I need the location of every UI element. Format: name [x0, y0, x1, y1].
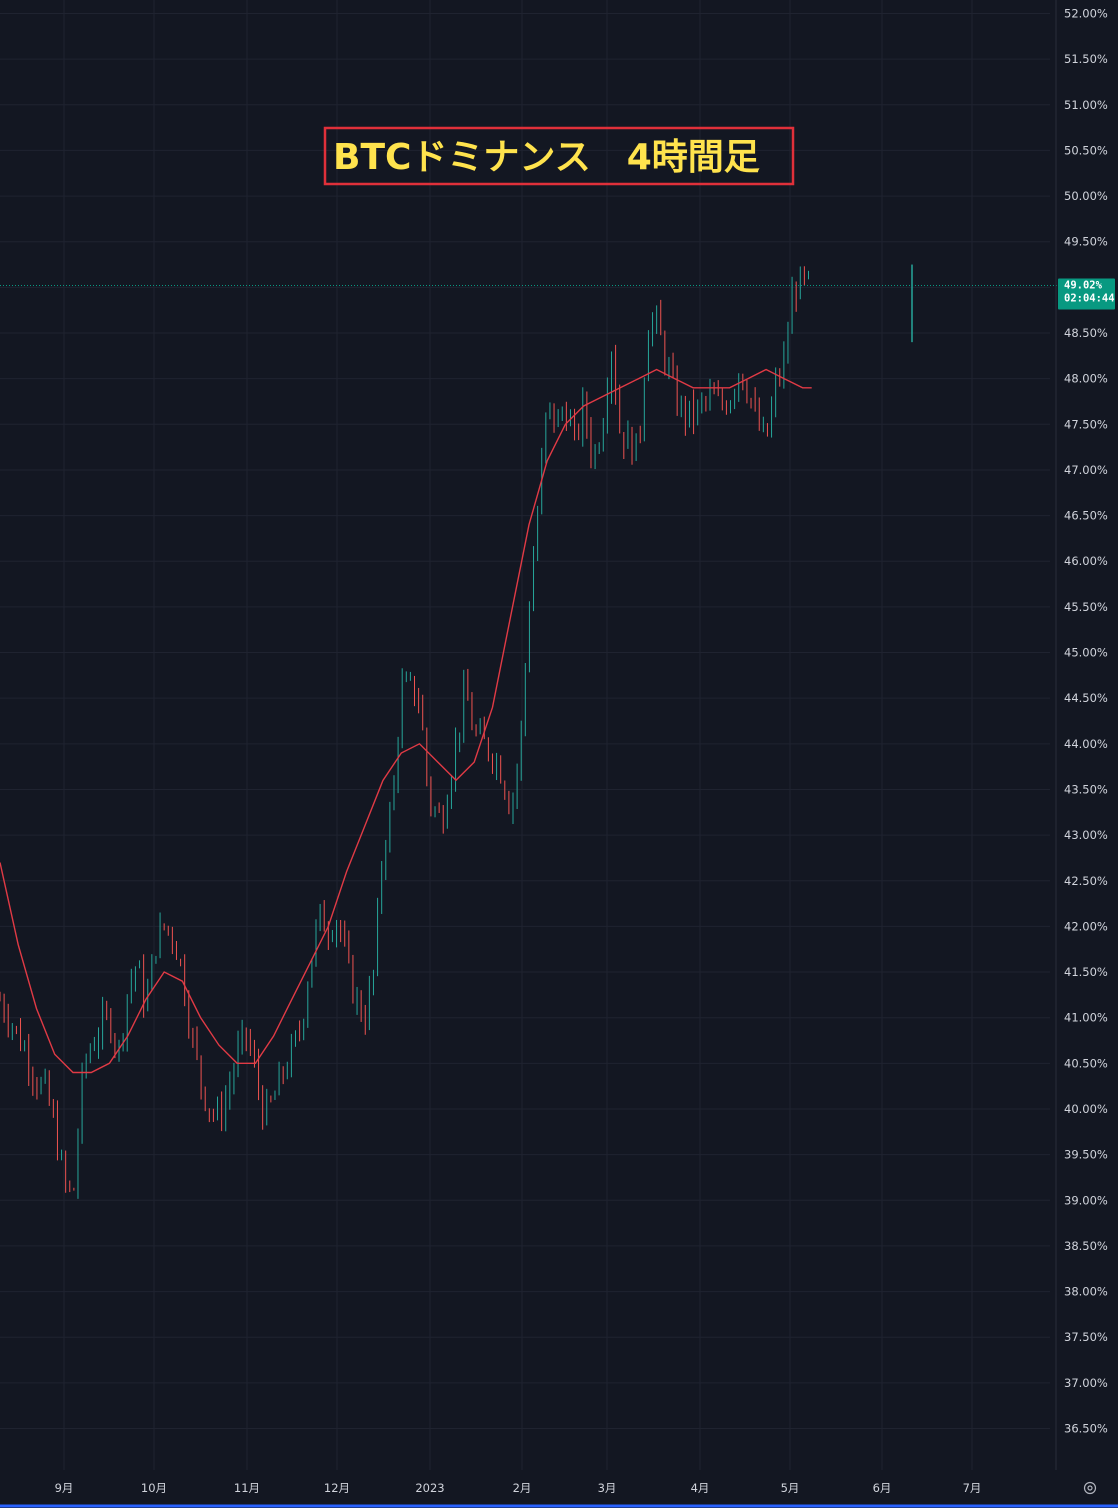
y-tick-label: 47.00%: [1064, 463, 1108, 477]
y-tick-label: 41.00%: [1064, 1011, 1108, 1025]
chart-title: BTCドミナンス 4時間足: [333, 137, 760, 178]
x-tick-label: 3月: [598, 1481, 617, 1495]
y-tick-label: 41.50%: [1064, 965, 1108, 979]
bar-countdown: 02:04:44: [1064, 293, 1115, 305]
grid-layer: [0, 0, 1050, 1470]
y-tick-label: 42.50%: [1064, 874, 1108, 888]
current-price-value: 49.02%: [1064, 280, 1103, 292]
y-tick-label: 37.00%: [1064, 1376, 1108, 1390]
y-tick-label: 44.50%: [1064, 691, 1108, 705]
x-tick-label: 6月: [873, 1481, 892, 1495]
x-tick-label: 2023: [415, 1481, 444, 1495]
y-tick-label: 42.00%: [1064, 919, 1108, 933]
y-tick-label: 43.50%: [1064, 782, 1108, 796]
x-tick-label: 9月: [55, 1481, 74, 1495]
x-tick-label: 5月: [781, 1481, 800, 1495]
moving-average-layer: [0, 368, 812, 1074]
y-tick-label: 51.00%: [1064, 98, 1108, 112]
y-tick-label: 43.00%: [1064, 828, 1108, 842]
x-tick-label: 12月: [324, 1481, 350, 1495]
y-tick-label: 50.00%: [1064, 189, 1108, 203]
current-price-tag: 49.02% 02:04:44: [1058, 278, 1115, 310]
y-tick-label: 44.00%: [1064, 737, 1108, 751]
y-tick-label: 40.50%: [1064, 1056, 1108, 1070]
y-tick-label: 39.00%: [1064, 1193, 1108, 1207]
title-box: BTCドミナンス 4時間足: [323, 126, 795, 186]
y-tick-label: 39.50%: [1064, 1148, 1108, 1162]
x-tick-label: 10月: [141, 1481, 167, 1495]
y-tick-label: 52.00%: [1064, 7, 1108, 21]
x-tick-label: 2月: [513, 1481, 532, 1495]
settings-icon[interactable]: [1083, 1481, 1097, 1495]
y-tick-label: 45.00%: [1064, 646, 1108, 660]
y-tick-label: 36.50%: [1064, 1422, 1108, 1436]
x-tick-label: 11月: [234, 1481, 260, 1495]
y-tick-label: 40.00%: [1064, 1102, 1108, 1116]
y-tick-label: 37.50%: [1064, 1330, 1108, 1344]
y-tick-label: 48.50%: [1064, 326, 1108, 340]
y-tick-label: 46.50%: [1064, 509, 1108, 523]
x-axis: 9月 10月 11月 12月 2023 2月 3月 4月 5月 6月 7月: [55, 1481, 982, 1495]
y-tick-label: 51.50%: [1064, 52, 1108, 66]
moving-average-line: [0, 368, 812, 1074]
y-tick-label: 46.00%: [1064, 554, 1108, 568]
y-tick-label: 48.00%: [1064, 372, 1108, 386]
candle-layer: [0, 264, 913, 1199]
y-tick-label: 45.50%: [1064, 600, 1108, 614]
y-tick-label: 49.50%: [1064, 235, 1108, 249]
y-tick-label: 38.50%: [1064, 1239, 1108, 1253]
y-tick-label: 50.50%: [1064, 143, 1108, 157]
x-tick-label: 4月: [691, 1481, 710, 1495]
y-tick-label: 38.00%: [1064, 1285, 1108, 1299]
x-tick-label: 7月: [963, 1481, 982, 1495]
y-tick-label: 47.50%: [1064, 417, 1108, 431]
